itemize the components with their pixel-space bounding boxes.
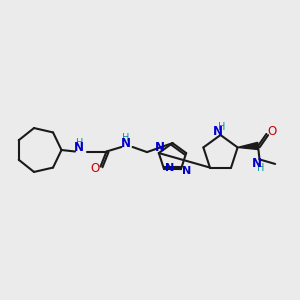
Text: N: N — [74, 141, 84, 154]
Polygon shape — [238, 142, 258, 149]
Text: N: N — [213, 125, 223, 138]
Text: N: N — [252, 157, 262, 170]
Text: N: N — [182, 166, 191, 176]
Text: N: N — [165, 163, 174, 173]
Text: H: H — [76, 137, 83, 148]
Text: H: H — [218, 122, 225, 132]
Text: N: N — [155, 141, 165, 154]
Text: H: H — [257, 163, 264, 173]
Text: N: N — [121, 136, 131, 150]
Text: O: O — [268, 125, 277, 138]
Text: H: H — [122, 133, 130, 143]
Text: O: O — [91, 161, 100, 175]
